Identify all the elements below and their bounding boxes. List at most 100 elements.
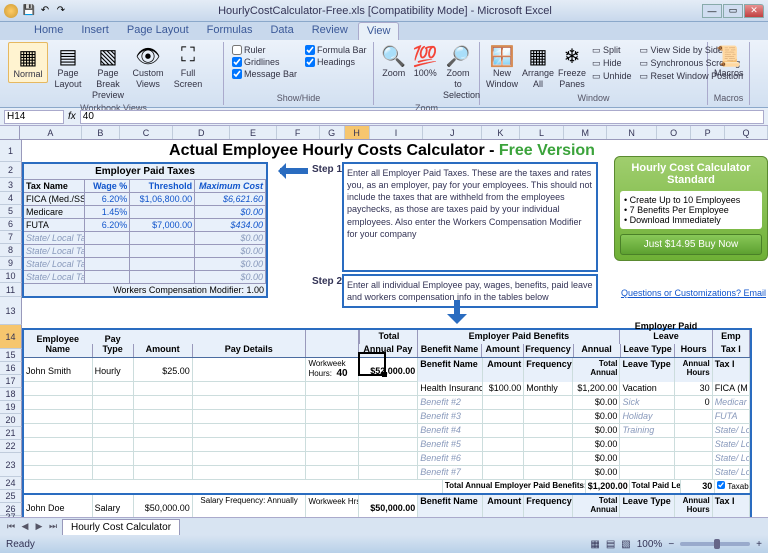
benefit-row[interactable]: Benefit #2$0.00Sick0Medicar xyxy=(24,396,750,410)
col-header-J[interactable]: J xyxy=(423,126,482,139)
row-header-18[interactable]: 18 xyxy=(0,388,22,401)
ribbon-window-0[interactable]: 🪟New Window xyxy=(484,42,520,92)
row-header-9[interactable]: 9 xyxy=(0,257,22,270)
ribbon-full-screen[interactable]: ⛶Full Screen xyxy=(168,42,208,92)
view-normal-icon[interactable]: ▦ xyxy=(590,539,599,550)
row-header-20[interactable]: 20 xyxy=(0,414,22,427)
ribbon-tab-insert[interactable]: Insert xyxy=(73,22,117,40)
ribbon-tab-view[interactable]: View xyxy=(358,22,400,40)
questions-link[interactable]: Questions or Customizations? Email xyxy=(621,288,766,298)
benefit-row[interactable]: Benefit #4$0.00TrainingState/ Lo xyxy=(24,424,750,438)
ribbon-normal[interactable]: ▦Normal xyxy=(8,42,48,83)
tab-nav-next[interactable]: ▶ xyxy=(32,521,46,532)
ribbon-window-1[interactable]: ▦Arrange All xyxy=(520,42,556,92)
row-header-2[interactable]: 2 xyxy=(0,162,22,178)
emp-row[interactable]: John SmithHourly$25.00WorkweekHours: 40$… xyxy=(24,358,750,382)
col-header-P[interactable]: P xyxy=(691,126,725,139)
col-header-K[interactable]: K xyxy=(482,126,520,139)
tax-row[interactable]: State/ Local Tax 1$0.00 xyxy=(24,232,266,245)
benefit-row[interactable]: Benefit #7$0.00State/ Lo xyxy=(24,466,750,480)
zoom-in-button[interactable]: + xyxy=(756,539,762,550)
col-header-I[interactable]: I xyxy=(370,126,424,139)
ribbon-tab-formulas[interactable]: Formulas xyxy=(199,22,261,40)
ribbon-tab-data[interactable]: Data xyxy=(262,22,301,40)
emp-row[interactable]: John DoeSalary$50,000.00Salary Frequency… xyxy=(24,495,750,517)
tax-row[interactable]: FUTA6.20%$7,000.00$434.00 xyxy=(24,219,266,232)
ribbon-tab-home[interactable]: Home xyxy=(26,22,71,40)
row-header-5[interactable]: 5 xyxy=(0,205,22,218)
ribbon-zoom-2[interactable]: 🔎Zoom to Selection xyxy=(441,42,475,103)
col-header-N[interactable]: N xyxy=(607,126,657,139)
tax-row[interactable]: State/ Local Tax 2$0.00 xyxy=(24,245,266,258)
row-header-11[interactable]: 11 xyxy=(0,283,22,297)
row-header-27[interactable]: 27 xyxy=(0,516,22,517)
undo-icon[interactable]: ↶ xyxy=(38,4,52,18)
ribbon-hide[interactable]: ▭ Hide xyxy=(592,58,632,69)
select-all-cell[interactable] xyxy=(0,126,20,139)
zoom-percent[interactable]: 100% xyxy=(637,539,663,550)
ribbon-zoom-1[interactable]: 💯100% xyxy=(410,42,442,81)
col-header-L[interactable]: L xyxy=(520,126,565,139)
row-header-17[interactable]: 17 xyxy=(0,375,22,388)
ribbon-custom-views[interactable]: 👁Custom Views xyxy=(128,42,168,92)
maximize-button[interactable]: ▭ xyxy=(723,4,743,18)
tab-nav-prev[interactable]: ◀ xyxy=(18,521,32,532)
col-header-O[interactable]: O xyxy=(657,126,691,139)
sheet-tab[interactable]: Hourly Cost Calculator xyxy=(62,519,180,535)
ribbon-split[interactable]: ▭ Split xyxy=(592,45,632,56)
row-header-10[interactable]: 10 xyxy=(0,270,22,283)
tax-row[interactable]: State/ Local Tax 4$0.00 xyxy=(24,271,266,284)
checkbox-message-bar[interactable]: Message Bar xyxy=(232,69,297,79)
row-header-15[interactable]: 15 xyxy=(0,349,22,362)
buy-now-button[interactable]: Just $14.95 Buy Now xyxy=(620,234,762,255)
name-box[interactable] xyxy=(4,110,64,124)
benefit-row[interactable]: Benefit #3$0.00HolidayFUTA xyxy=(24,410,750,424)
col-header-B[interactable]: B xyxy=(82,126,120,139)
redo-icon[interactable]: ↷ xyxy=(54,4,68,18)
tax-row[interactable]: FICA (Med./SS)6.20%$1,06,800.00$6,621.60 xyxy=(24,193,266,206)
ribbon-tab-review[interactable]: Review xyxy=(304,22,356,40)
benefit-row[interactable]: Benefit #6$0.00State/ Lo xyxy=(24,452,750,466)
benefit-row[interactable]: Benefit #5$0.00State/ Lo xyxy=(24,438,750,452)
col-header-A[interactable]: A xyxy=(20,126,82,139)
row-header-21[interactable]: 21 xyxy=(0,427,22,440)
col-header-G[interactable]: G xyxy=(320,126,345,139)
row-header-16[interactable]: 16 xyxy=(0,362,22,375)
office-button[interactable] xyxy=(4,4,18,18)
col-header-D[interactable]: D xyxy=(173,126,230,139)
zoom-slider[interactable] xyxy=(680,542,750,546)
ribbon-unhide[interactable]: ▭ Unhide xyxy=(592,71,632,82)
col-header-F[interactable]: F xyxy=(277,126,320,139)
row-header-6[interactable]: 6 xyxy=(0,218,22,231)
minimize-button[interactable]: — xyxy=(702,4,722,18)
col-header-C[interactable]: C xyxy=(120,126,174,139)
close-button[interactable]: ✕ xyxy=(744,4,764,18)
checkbox-ruler[interactable]: Ruler xyxy=(232,45,297,55)
tax-row[interactable]: State/ Local Tax 3$0.00 xyxy=(24,258,266,271)
row-header-22[interactable]: 22 xyxy=(0,440,22,453)
ribbon-page-layout[interactable]: ▤Page Layout xyxy=(48,42,88,92)
view-layout-icon[interactable]: ▤ xyxy=(606,539,615,550)
zoom-out-button[interactable]: − xyxy=(668,539,674,550)
tax-row[interactable]: Medicare1.45%$0.00 xyxy=(24,206,266,219)
row-header-13[interactable]: 13 xyxy=(0,297,22,325)
row-header-25[interactable]: 25 xyxy=(0,490,22,503)
col-header-Q[interactable]: Q xyxy=(725,126,768,139)
tab-nav-last[interactable]: ⏭ xyxy=(46,521,60,532)
row-header-7[interactable]: 7 xyxy=(0,231,22,244)
row-header-24[interactable]: 24 xyxy=(0,477,22,490)
fx-icon[interactable]: fx xyxy=(68,111,76,122)
col-header-M[interactable]: M xyxy=(564,126,607,139)
ribbon-page-break-preview[interactable]: ▧Page Break Preview xyxy=(88,42,128,103)
ribbon-tab-page-layout[interactable]: Page Layout xyxy=(119,22,197,40)
row-header-23[interactable]: 23 xyxy=(0,453,22,477)
checkbox-formula-bar[interactable]: Formula Bar xyxy=(305,45,367,55)
row-header-4[interactable]: 4 xyxy=(0,192,22,205)
row-header-19[interactable]: 19 xyxy=(0,401,22,414)
formula-input[interactable] xyxy=(80,110,764,124)
benefit-row[interactable]: Health Insuranc$100.00Monthly$1,200.00Va… xyxy=(24,382,750,396)
ribbon-zoom-0[interactable]: 🔍Zoom xyxy=(378,42,410,81)
save-icon[interactable]: 💾 xyxy=(22,4,36,18)
ribbon-macros[interactable]: 📜Macros xyxy=(712,42,746,81)
col-header-H[interactable]: H xyxy=(345,126,370,139)
